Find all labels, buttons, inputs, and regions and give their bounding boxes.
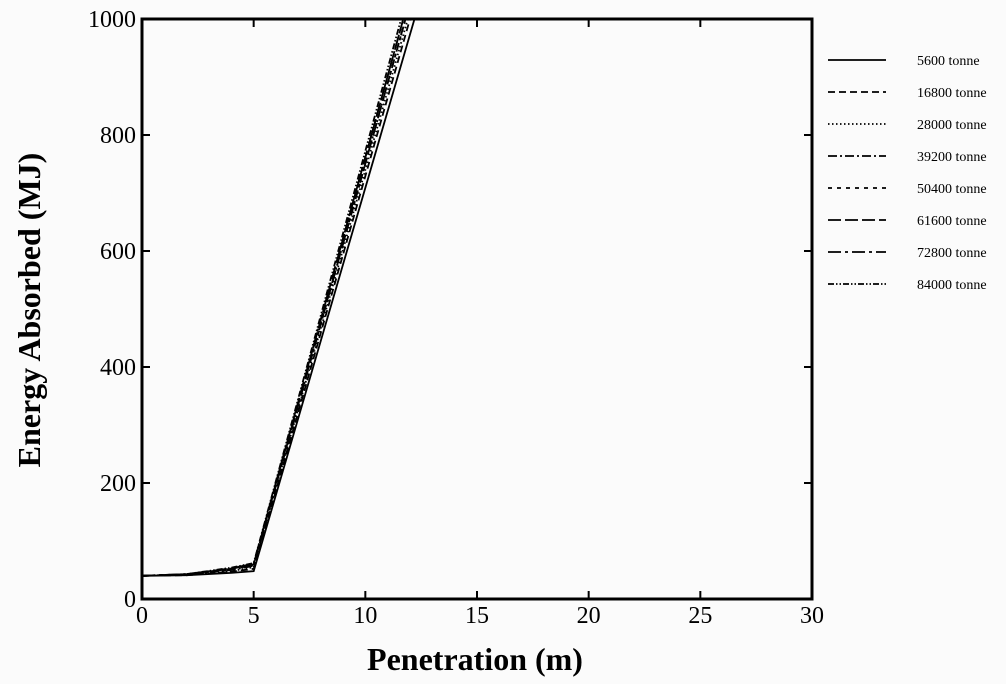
x-axis-title: Penetration (m) (367, 641, 583, 677)
legend-label: 5600 tonne (917, 54, 980, 69)
x-tick-label: 25 (688, 603, 712, 629)
y-tick-label: 600 (100, 239, 136, 265)
legend-label: 72800 tonne (917, 246, 987, 261)
x-tick-label: 5 (248, 603, 260, 629)
legend-label: 61600 tonne (917, 214, 987, 229)
legend-label: 28000 tonne (917, 118, 987, 133)
series-line-28000 (142, 19, 409, 577)
x-tick-label: 15 (465, 603, 489, 629)
legend-label: 84000 tonne (917, 278, 987, 293)
legend-label: 39200 tonne (917, 150, 987, 165)
x-tick-label: 30 (800, 603, 824, 629)
series-line-84000 (142, 19, 402, 577)
x-tick-label: 10 (353, 603, 377, 629)
y-tick-label: 1000 (88, 7, 136, 33)
x-tick-label: 20 (577, 603, 601, 629)
legend-label: 16800 tonne (917, 86, 987, 101)
y-tick-label: 400 (100, 355, 136, 381)
series-line-5600 (142, 19, 416, 577)
plot-frame (140, 17, 814, 601)
y-tick-label: 200 (100, 471, 136, 497)
x-tick-label: 0 (136, 603, 148, 629)
y-tick-label: 0 (124, 587, 136, 613)
y-tick-label: 800 (100, 123, 136, 149)
legend-label: 50400 tonne (917, 182, 987, 197)
y-axis-title: Energy Absorbed (MJ) (11, 153, 47, 468)
series-line-16800 (142, 19, 411, 577)
